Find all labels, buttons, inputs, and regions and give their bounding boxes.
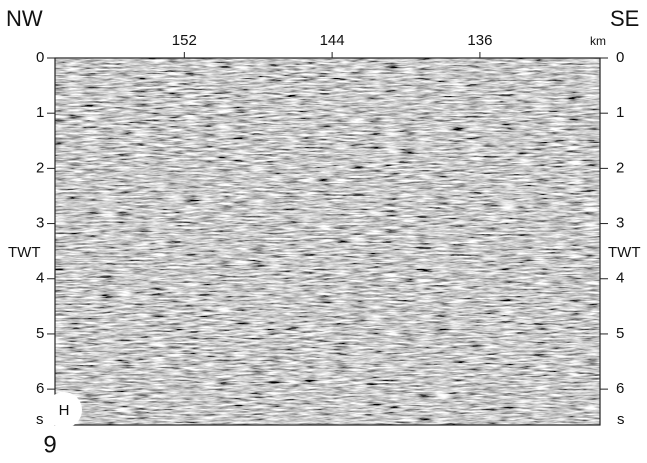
y-tick-label-left: 0 bbox=[36, 49, 44, 66]
page: {"left_label": "NW", "right_label": "SE"… bbox=[0, 0, 647, 463]
panel-label: H bbox=[59, 402, 70, 419]
nw-label: NW bbox=[6, 6, 43, 31]
y-tick-label-left: 1 bbox=[36, 104, 44, 121]
y-tick-label-left: 3 bbox=[36, 215, 44, 232]
y-tick-label-right: 0 bbox=[616, 49, 624, 66]
y-tick-label-right: 6 bbox=[616, 380, 624, 397]
y-tick-label-right: 4 bbox=[616, 270, 624, 287]
seismic-image bbox=[55, 58, 600, 425]
twt-right: TWT bbox=[608, 244, 640, 261]
y-tick-label-left: 4 bbox=[36, 270, 44, 287]
se-label: SE bbox=[610, 6, 639, 31]
x-tick-label: 152 bbox=[172, 32, 197, 49]
y-tick-label-right: 1 bbox=[616, 104, 624, 121]
y-tick-label-left: 6 bbox=[36, 380, 44, 397]
y-tick-label-left: 5 bbox=[36, 325, 44, 342]
unit-left: s bbox=[36, 411, 44, 428]
figure-number: 9 bbox=[43, 431, 56, 458]
x-tick-label: 136 bbox=[467, 32, 492, 49]
km-unit: km bbox=[590, 34, 606, 48]
unit-right: s bbox=[617, 411, 625, 428]
y-tick-label-right: 3 bbox=[616, 215, 624, 232]
y-tick-label-right: 2 bbox=[616, 159, 624, 176]
x-tick-label: 144 bbox=[320, 32, 345, 49]
y-tick-label-right: 5 bbox=[616, 325, 624, 342]
y-tick-label-left: 2 bbox=[36, 159, 44, 176]
twt-left: TWT bbox=[8, 244, 40, 261]
seismic-figure: NW SE km TWT TWT s s H 9 152 144 136 0 0 1 1 2 2… bbox=[0, 0, 647, 458]
